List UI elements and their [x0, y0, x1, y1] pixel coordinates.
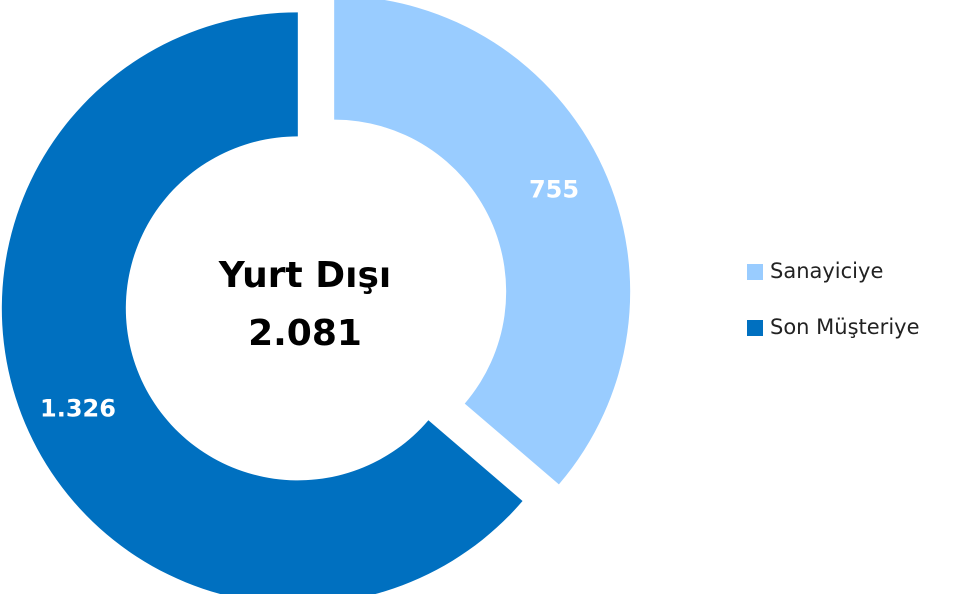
legend-label: Sanayiciye: [770, 259, 883, 283]
slice: [1, 12, 523, 594]
slice: [334, 0, 631, 485]
value-label: 1.326: [40, 394, 116, 422]
value-label: 755: [529, 176, 579, 204]
center-title: Yurt Dışı: [218, 255, 392, 296]
legend-swatch: [747, 320, 763, 336]
legend-swatch: [747, 264, 763, 280]
center-total: 2.081: [248, 313, 362, 354]
legend-label: Son Müşteriye: [770, 315, 920, 339]
